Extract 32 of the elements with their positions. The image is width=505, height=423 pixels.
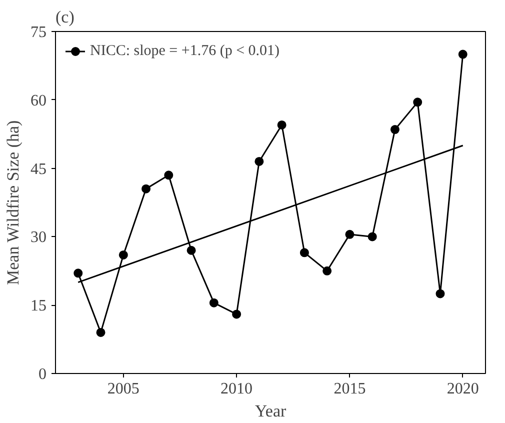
point [118,250,128,260]
point [254,156,264,166]
x-tick-label: 2020 [446,380,479,398]
x-tick-label: 2010 [220,380,253,398]
point [436,289,445,298]
point [164,170,174,180]
point [300,248,309,258]
x-axis-title: Year [254,402,286,420]
y-tick-label: 45 [30,160,46,178]
y-tick-label: 0 [38,366,46,383]
point [277,120,286,130]
point [413,98,422,107]
point [209,298,218,308]
chart-title: (c) [56,8,74,26]
point [96,328,106,337]
x-tick-label: 2005 [107,380,140,398]
point [345,230,354,239]
point [142,184,151,194]
point [368,232,377,242]
point [322,266,332,276]
y-tick-label: 30 [30,229,46,246]
point [390,125,400,134]
y-tick-label: 15 [30,298,46,315]
point [232,310,242,319]
legend-label: NICC: slope = +1.76 (p < 0.01) [90,42,280,60]
x-tick-label: 2015 [334,380,366,398]
y-tick-label: 75 [30,24,46,41]
y-axis-title: Mean Wildfire Size (ha) [4,120,22,285]
point [186,246,196,255]
point [74,268,83,278]
y-tick-label: 60 [30,92,46,110]
point [458,50,468,59]
